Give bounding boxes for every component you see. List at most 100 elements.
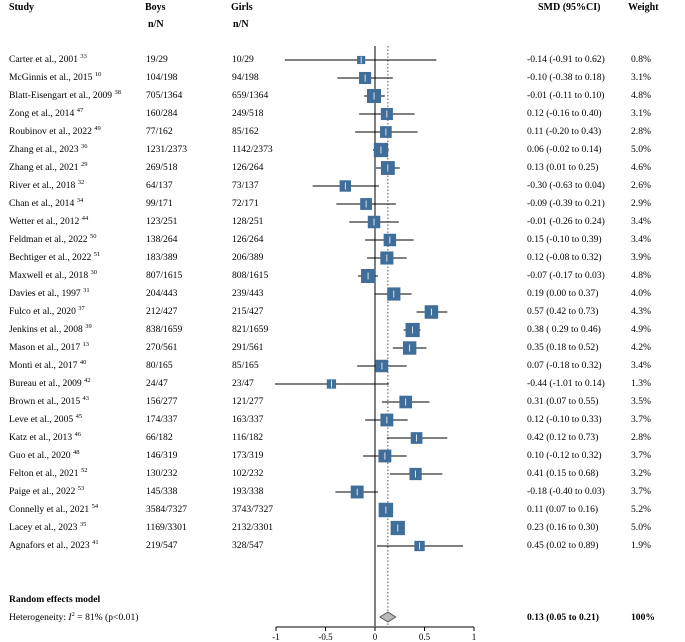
study-reference: 44 bbox=[81, 214, 89, 222]
boys-n-over-N: 1169/3301 bbox=[146, 522, 187, 533]
smd-ci-text: 0.38 ( 0.29 to 0.46) bbox=[527, 324, 601, 335]
girls-n-over-N: 10/29 bbox=[232, 54, 254, 65]
boys-n-over-N: 269/518 bbox=[146, 162, 178, 173]
girls-n-over-N: 659/1364 bbox=[232, 90, 269, 101]
study-name: Carter et al., 2001 33 bbox=[9, 52, 87, 65]
study-name: Roubinov et al., 2022 49 bbox=[9, 124, 101, 137]
study-name: Zhang et al., 2021 29 bbox=[9, 160, 88, 173]
study-reference: 52 bbox=[80, 466, 88, 474]
boys-n-over-N: 24/47 bbox=[146, 378, 168, 389]
x-tick-label: 0.5 bbox=[419, 632, 431, 642]
header-girls-subheading: n/N bbox=[233, 19, 249, 30]
girls-n-over-N: 94/198 bbox=[232, 72, 259, 83]
x-tick-label: 0 bbox=[373, 632, 378, 642]
boys-n-over-N: 130/232 bbox=[146, 468, 178, 479]
header-smd: SMD (95%CI) bbox=[538, 2, 601, 13]
study-reference: 46 bbox=[74, 430, 82, 438]
boys-n-over-N: 705/1364 bbox=[146, 90, 183, 101]
weight-text: 3.1% bbox=[631, 108, 651, 119]
study-name: River et al., 2018 32 bbox=[9, 178, 85, 191]
smd-ci-text: 0.45 (0.02 to 0.89) bbox=[527, 540, 599, 551]
boys-n-over-N: 270/561 bbox=[146, 342, 178, 353]
girls-n-over-N: 328/547 bbox=[232, 540, 264, 551]
girls-n-over-N: 215/427 bbox=[232, 306, 264, 317]
study-reference: 51 bbox=[93, 250, 101, 258]
study-name: Connelly et al., 2021 54 bbox=[9, 502, 99, 515]
weight-text: 4.3% bbox=[631, 306, 651, 317]
heterogeneity-symbol: I bbox=[68, 612, 72, 623]
girls-n-over-N: 249/518 bbox=[232, 108, 264, 119]
weight-text: 5.2% bbox=[631, 504, 651, 515]
header-weight: Weight bbox=[628, 2, 659, 13]
study-name: Jenkins et al., 2008 39 bbox=[9, 322, 92, 335]
weight-text: 2.8% bbox=[631, 432, 651, 443]
weight-text: 1.3% bbox=[631, 378, 651, 389]
girls-n-over-N: 808/1615 bbox=[232, 270, 269, 281]
study-name: Maxwell et al., 2018 30 bbox=[9, 268, 98, 281]
pooled-weight: 100% bbox=[631, 612, 655, 623]
weight-text: 5.0% bbox=[631, 522, 651, 533]
smd-ci-text: 0.57 (0.42 to 0.73) bbox=[527, 306, 599, 317]
boys-n-over-N: 156/277 bbox=[146, 396, 178, 407]
boys-n-over-N: 146/319 bbox=[146, 450, 178, 461]
boys-n-over-N: 174/337 bbox=[146, 414, 178, 425]
study-name: McGinnis et al., 2015 10 bbox=[9, 70, 102, 83]
study-reference: 40 bbox=[79, 358, 87, 366]
study-reference: 43 bbox=[82, 394, 90, 402]
boys-n-over-N: 212/427 bbox=[146, 306, 178, 317]
girls-n-over-N: 126/264 bbox=[232, 162, 264, 173]
x-tick-label: 1 bbox=[472, 632, 477, 642]
weight-text: 3.1% bbox=[631, 72, 651, 83]
smd-ci-text: 0.12 (-0.10 to 0.33) bbox=[527, 414, 602, 425]
study-name: Fulco et al., 2020 37 bbox=[9, 304, 85, 317]
study-reference: 31 bbox=[83, 286, 90, 294]
weight-text: 1.9% bbox=[631, 540, 651, 551]
boys-n-over-N: 138/264 bbox=[146, 234, 178, 245]
weight-text: 3.4% bbox=[631, 216, 651, 227]
study-reference: 32 bbox=[77, 178, 85, 186]
weight-text: 4.9% bbox=[631, 324, 651, 335]
weight-text: 2.6% bbox=[631, 180, 651, 191]
boys-n-over-N: 104/198 bbox=[146, 72, 178, 83]
study-name: Zong et al., 2014 47 bbox=[9, 106, 84, 119]
smd-ci-text: 0.15 (-0.10 to 0.39) bbox=[527, 234, 602, 245]
weight-text: 3.9% bbox=[631, 252, 651, 263]
study-reference: 41 bbox=[92, 538, 99, 546]
smd-ci-text: 0.23 (0.16 to 0.30) bbox=[527, 522, 599, 533]
study-reference: 37 bbox=[78, 304, 85, 312]
smd-ci-text: -0.09 (-0.39 to 0.21) bbox=[527, 198, 605, 209]
girls-n-over-N: 291/561 bbox=[232, 342, 264, 353]
weight-text: 3.7% bbox=[631, 486, 651, 497]
study-name: Mason et al., 2017 13 bbox=[9, 340, 90, 353]
smd-ci-text: 0.11 (-0.20 to 0.43) bbox=[527, 126, 602, 137]
study-name: Felton et al., 2021 52 bbox=[9, 466, 88, 479]
heterogeneity-prefix: Heterogeneity: bbox=[9, 612, 69, 623]
study-reference: 38 bbox=[114, 88, 122, 96]
girls-n-over-N: 116/182 bbox=[232, 432, 264, 443]
study-reference: 53 bbox=[77, 484, 85, 492]
weight-text: 3.2% bbox=[631, 468, 651, 479]
boys-n-over-N: 80/165 bbox=[146, 360, 173, 371]
weight-text: 4.8% bbox=[631, 270, 651, 281]
weight-text: 2.8% bbox=[631, 126, 651, 137]
study-reference: 42 bbox=[84, 376, 91, 384]
weight-text: 3.5% bbox=[631, 396, 651, 407]
smd-ci-text: 0.42 (0.12 to 0.73) bbox=[527, 432, 599, 443]
smd-ci-text: 0.06 (-0.02 to 0.14) bbox=[527, 144, 602, 155]
study-reference: 49 bbox=[94, 124, 101, 132]
boys-n-over-N: 77/162 bbox=[146, 126, 173, 137]
boys-n-over-N: 99/171 bbox=[146, 198, 173, 209]
girls-n-over-N: 102/232 bbox=[232, 468, 264, 479]
weight-text: 4.0% bbox=[631, 288, 651, 299]
study-name: Wetter et al., 2012 44 bbox=[9, 214, 89, 227]
study-reference: 45 bbox=[75, 412, 83, 420]
weight-text: 4.2% bbox=[631, 342, 651, 353]
study-name: Zhang et al., 2023 36 bbox=[9, 142, 88, 155]
study-name: Monti et al., 2017 40 bbox=[9, 358, 87, 371]
girls-n-over-N: 126/264 bbox=[232, 234, 264, 245]
study-reference: 48 bbox=[72, 448, 80, 456]
boys-n-over-N: 838/1659 bbox=[146, 324, 183, 335]
random-effects-label: Random effects model bbox=[9, 594, 101, 605]
study-name: Bechtiger et al., 2022 51 bbox=[9, 250, 101, 263]
study-name: Chan et al., 2014 34 bbox=[9, 196, 84, 209]
